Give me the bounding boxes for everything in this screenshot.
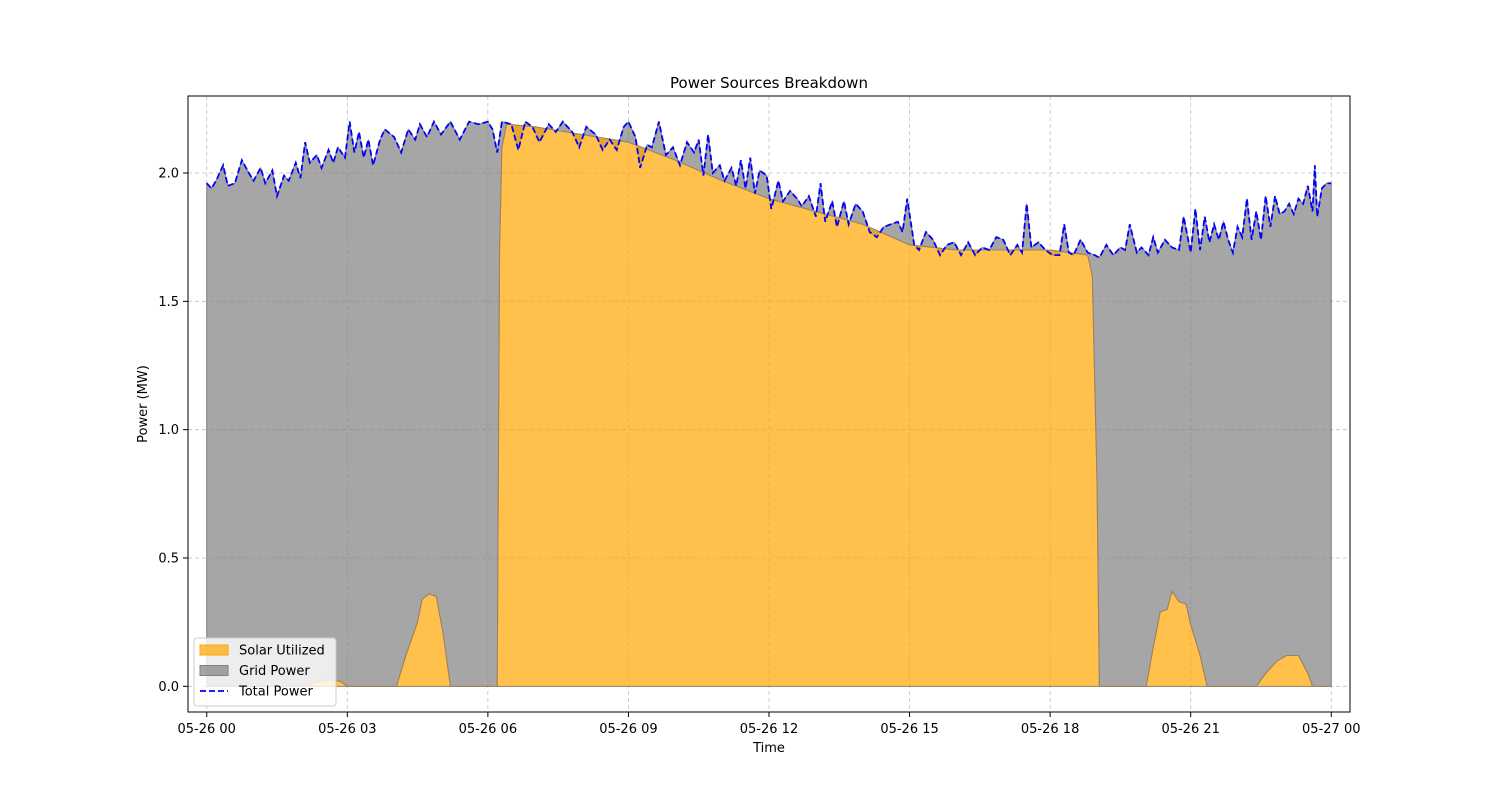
y-axis-label: Power (MW) xyxy=(136,365,151,443)
legend: Solar Utilized Grid Power Total Power xyxy=(193,637,337,707)
y-tick-label: 1.5 xyxy=(158,295,179,310)
x-tick-label: 05-26 18 xyxy=(1021,722,1079,737)
x-tick-label: 05-26 00 xyxy=(178,722,236,737)
axis-ticks: 05-26 00 05-26 03 05-26 06 05-26 09 05-26 12… xyxy=(158,167,1360,738)
x-tick-label: 05-26 21 xyxy=(1161,722,1219,737)
x-tick-label: 05-26 06 xyxy=(459,722,517,737)
y-tick-label: 2.0 xyxy=(158,167,179,182)
x-tick-label: 05-26 15 xyxy=(880,722,938,737)
chart-title: Power Sources Breakdown xyxy=(670,74,868,92)
x-tick-label: 05-26 12 xyxy=(740,722,798,737)
legend-label: Grid Power xyxy=(239,664,310,679)
data-lines xyxy=(206,119,1332,259)
x-tick-label: 05-26 03 xyxy=(318,722,376,737)
legend-swatch xyxy=(199,644,229,656)
y-tick-label: 1.0 xyxy=(158,423,179,438)
y-tick-label: 0.0 xyxy=(158,680,179,695)
legend-box xyxy=(193,637,337,707)
y-tick-label: 0.5 xyxy=(158,552,179,567)
legend-swatch xyxy=(199,665,229,676)
x-tick-label: 05-27 00 xyxy=(1302,722,1360,737)
legend-label: Solar Utilized xyxy=(239,644,325,659)
total-power-line xyxy=(206,119,1332,259)
data-areas xyxy=(206,120,1332,687)
solar-utilized-area xyxy=(206,123,1332,687)
legend-label: Total Power xyxy=(238,685,313,700)
x-tick-label: 05-26 09 xyxy=(599,722,657,737)
x-axis-label: Time xyxy=(752,741,785,756)
